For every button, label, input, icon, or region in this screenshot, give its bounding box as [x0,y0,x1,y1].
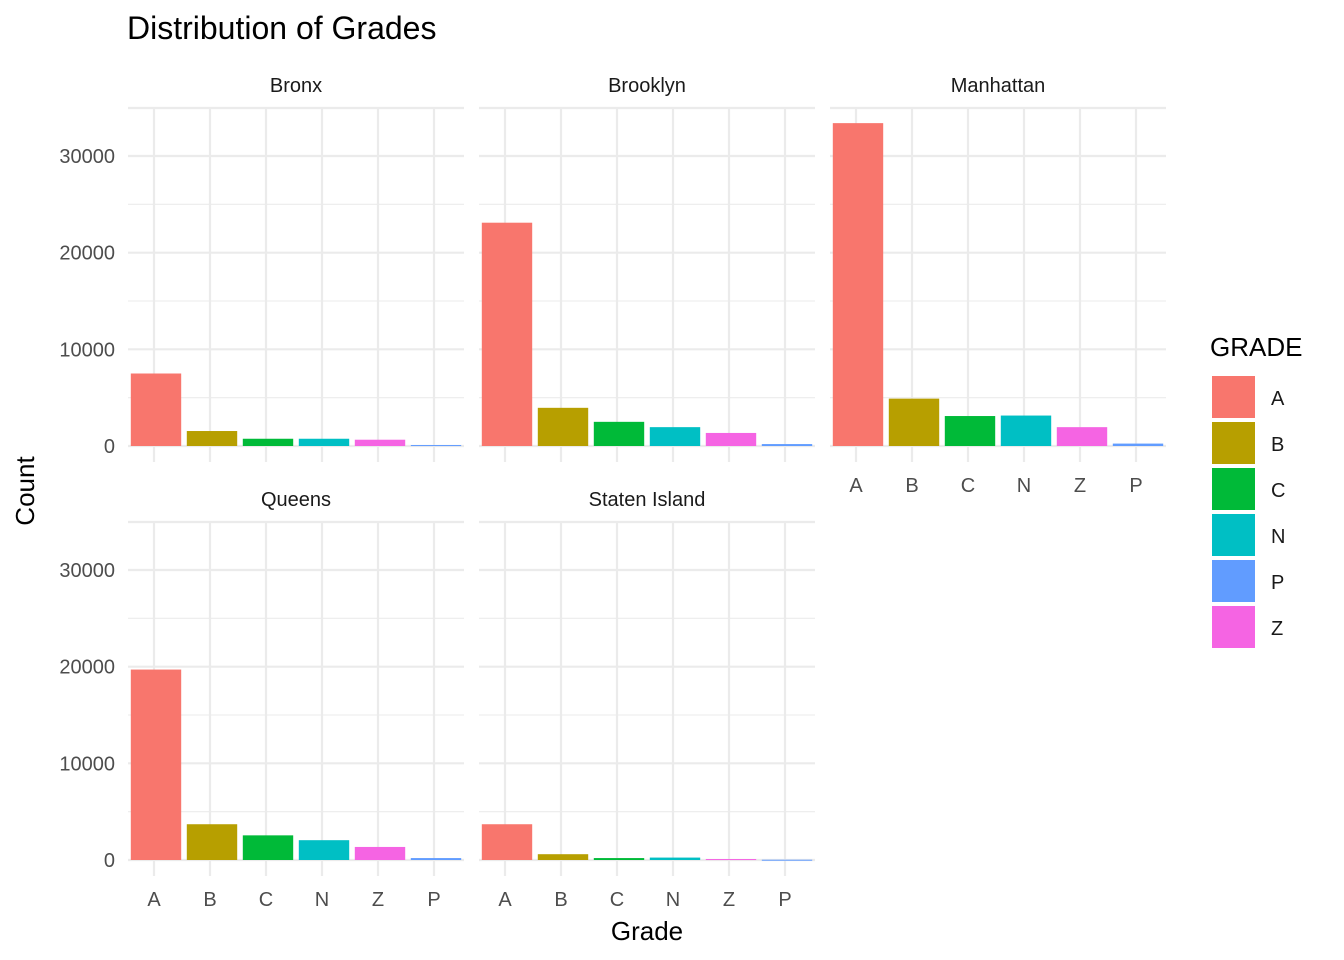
y-tick-label: 30000 [59,146,115,168]
bar-queens-b [186,824,238,860]
y-axis-title: Count [10,456,40,526]
legend-label: A [1271,388,1285,410]
y-tick-label: 10000 [59,339,115,361]
x-tick-label: B [905,475,918,497]
legend-label: B [1271,434,1284,456]
bar-queens-p [410,858,462,860]
x-tick-label: P [1129,475,1142,497]
x-tick-label: N [315,889,329,911]
bar-bronx-z [354,439,406,446]
legend-item-n: N [1212,514,1285,556]
bar-manhattan-b [888,398,940,446]
y-tick-label: 10000 [59,753,115,775]
bar-bronx-n [298,438,350,446]
legend-label: C [1271,480,1285,502]
y-tick-label: 20000 [59,657,115,679]
facet-staten-island: Staten Island A B C N Z P [479,489,815,911]
facet-manhattan: Manhattan A B C N Z P [830,75,1166,497]
legend-swatch [1212,514,1255,556]
legend-item-b: B [1212,422,1284,464]
facet-label-staten-island: Staten Island [589,489,706,511]
x-tick-label: N [666,889,680,911]
y-tick-label: 0 [104,850,115,872]
facet-label-queens: Queens [261,489,331,511]
bar-manhattan-a [832,123,884,446]
bar-staten-island-a [481,824,533,860]
x-tick-label: C [610,889,624,911]
bar-manhattan-n [1000,415,1052,446]
x-tick-label: B [554,889,567,911]
legend-item-a: A [1212,376,1285,418]
bar-queens-z [354,846,406,860]
bar-brooklyn-p [761,444,813,446]
bar-staten-island-n [649,857,701,860]
x-tick-label: A [147,889,161,911]
bar-staten-island-c [593,858,645,860]
x-tick-label: Z [723,889,735,911]
bar-staten-island-p [761,859,813,861]
legend-item-p: P [1212,560,1284,602]
legend-item-z: Z [1212,606,1283,648]
bar-bronx-c [242,438,294,446]
x-tick-label: P [778,889,791,911]
legend-title: GRADE [1210,332,1302,362]
x-tick-label: A [849,475,863,497]
x-tick-label: C [259,889,273,911]
bar-bronx-b [186,431,238,446]
facet-label-brooklyn: Brooklyn [608,75,686,97]
facet-label-bronx: Bronx [270,75,322,97]
legend-swatch [1212,422,1255,464]
x-tick-label: Z [1074,475,1086,497]
bar-queens-n [298,840,350,860]
chart-title: Distribution of Grades [127,10,436,46]
facet-bronx: Bronx 0 10000 20000 30000 [59,75,464,462]
y-tick-label: 20000 [59,243,115,265]
x-tick-label: A [498,889,512,911]
bar-manhattan-p [1112,443,1164,446]
facet-label-manhattan: Manhattan [951,75,1046,97]
bar-bronx-p [410,445,462,447]
bar-queens-c [242,835,294,860]
legend-swatch [1212,468,1255,510]
bar-brooklyn-b [537,407,589,446]
bar-bronx-a [130,373,182,446]
x-tick-label: Z [372,889,384,911]
bar-staten-island-b [537,854,589,860]
x-tick-label: N [1017,475,1031,497]
bar-brooklyn-z [705,432,757,446]
x-tick-label: B [203,889,216,911]
legend-swatch [1212,606,1255,648]
legend-label: N [1271,526,1285,548]
bar-brooklyn-c [593,421,645,446]
legend-swatch [1212,560,1255,602]
bar-brooklyn-a [481,222,533,446]
x-axis-title: Grade [611,916,683,946]
bar-manhattan-c [944,416,996,446]
bar-brooklyn-n [649,427,701,446]
legend-swatch [1212,376,1255,418]
y-tick-label: 0 [104,436,115,458]
bar-staten-island-z [705,859,757,861]
bar-queens-a [130,669,182,860]
legend-label: P [1271,572,1284,594]
legend-label: Z [1271,618,1283,640]
facet-brooklyn: Brooklyn [479,75,815,462]
y-tick-label: 30000 [59,560,115,582]
x-tick-label: P [427,889,440,911]
facet-queens: Queens 0 10000 20000 30000 A B C N Z P [59,489,464,911]
legend: GRADE A B C N P Z [1210,332,1302,648]
bar-manhattan-z [1056,427,1108,446]
x-tick-label: C [961,475,975,497]
facet-panels: Bronx 0 10000 20000 30000 Brooklyn Manhattan A B… [59,75,1166,911]
legend-item-c: C [1212,468,1285,510]
